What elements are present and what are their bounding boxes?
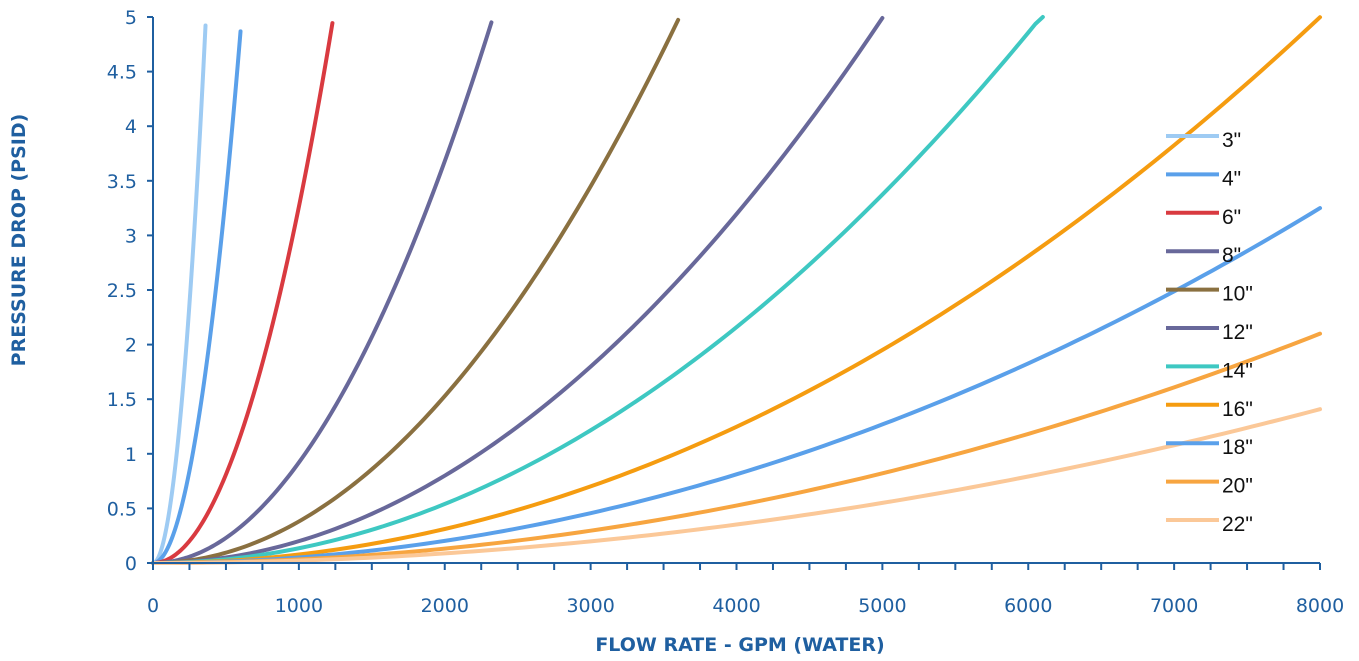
axes bbox=[147, 16, 1321, 570]
x-tick-labels: 0 1000 2000 3000 4000 5000 6000 7000 8000 bbox=[147, 595, 1344, 617]
y-tick-label: 3 bbox=[125, 225, 137, 247]
y-tick-label: 0 bbox=[125, 553, 137, 575]
legend-label-4: 8" bbox=[1222, 244, 1241, 267]
series-line-7 bbox=[151, 15, 1045, 565]
y-tick-label: 4.5 bbox=[107, 62, 137, 84]
y-tick-label: 4 bbox=[125, 116, 137, 138]
legend-label-5: 10" bbox=[1222, 283, 1253, 306]
series-line-6 bbox=[151, 16, 885, 565]
x-tick-label: 5000 bbox=[858, 595, 906, 617]
legend-label-7: 14" bbox=[1222, 359, 1253, 382]
x-tick-label: 7000 bbox=[1150, 595, 1198, 617]
series-line-2 bbox=[151, 29, 243, 565]
legend-label-8: 16" bbox=[1222, 398, 1253, 421]
y-tick-label: 2 bbox=[125, 335, 137, 357]
y-tick-label: 0.5 bbox=[107, 498, 137, 520]
series-line-1 bbox=[151, 23, 208, 565]
x-tick-label: 2000 bbox=[421, 595, 469, 617]
series-line-3 bbox=[151, 21, 335, 565]
legend: 3" 4" 6" 8" 10" 12" 14" 16" 18" 20" 22" bbox=[1166, 129, 1253, 536]
y-tick-label: 2.5 bbox=[107, 280, 137, 302]
legend-label-10: 20" bbox=[1222, 475, 1253, 498]
legend-label-9: 18" bbox=[1222, 436, 1253, 459]
y-tick-label: 3.5 bbox=[107, 171, 137, 193]
y-tick-labels: 0 0.5 1 1.5 2 2.5 3 3.5 4 4.5 5 bbox=[107, 7, 137, 575]
series-line-9 bbox=[151, 206, 1322, 565]
y-axis-title: PRESSURE DROP (PSID) bbox=[8, 114, 30, 367]
series-line-4 bbox=[151, 20, 494, 565]
series-line-8 bbox=[151, 15, 1322, 565]
y-tick-label: 5 bbox=[125, 7, 137, 29]
x-tick-label: 8000 bbox=[1296, 595, 1344, 617]
x-axis-title: FLOW RATE - GPM (WATER) bbox=[595, 634, 884, 656]
series-curves bbox=[151, 15, 1322, 565]
x-tick-label: 0 bbox=[147, 595, 159, 617]
x-tick-label: 1000 bbox=[275, 595, 323, 617]
series-line-11 bbox=[151, 407, 1322, 565]
y-tick-label: 1 bbox=[125, 444, 137, 466]
legend-label-3: 6" bbox=[1222, 206, 1241, 229]
x-tick-label: 4000 bbox=[712, 595, 760, 617]
x-tick-label: 3000 bbox=[566, 595, 614, 617]
series-line-10 bbox=[151, 331, 1322, 565]
legend-label-1: 3" bbox=[1222, 129, 1241, 152]
y-tick-label: 1.5 bbox=[107, 389, 137, 411]
legend-label-6: 12" bbox=[1222, 321, 1253, 344]
legend-label-11: 22" bbox=[1222, 513, 1253, 536]
series-line-5 bbox=[151, 17, 681, 565]
legend-label-2: 4" bbox=[1222, 167, 1241, 190]
x-tick-label: 6000 bbox=[1004, 595, 1052, 617]
